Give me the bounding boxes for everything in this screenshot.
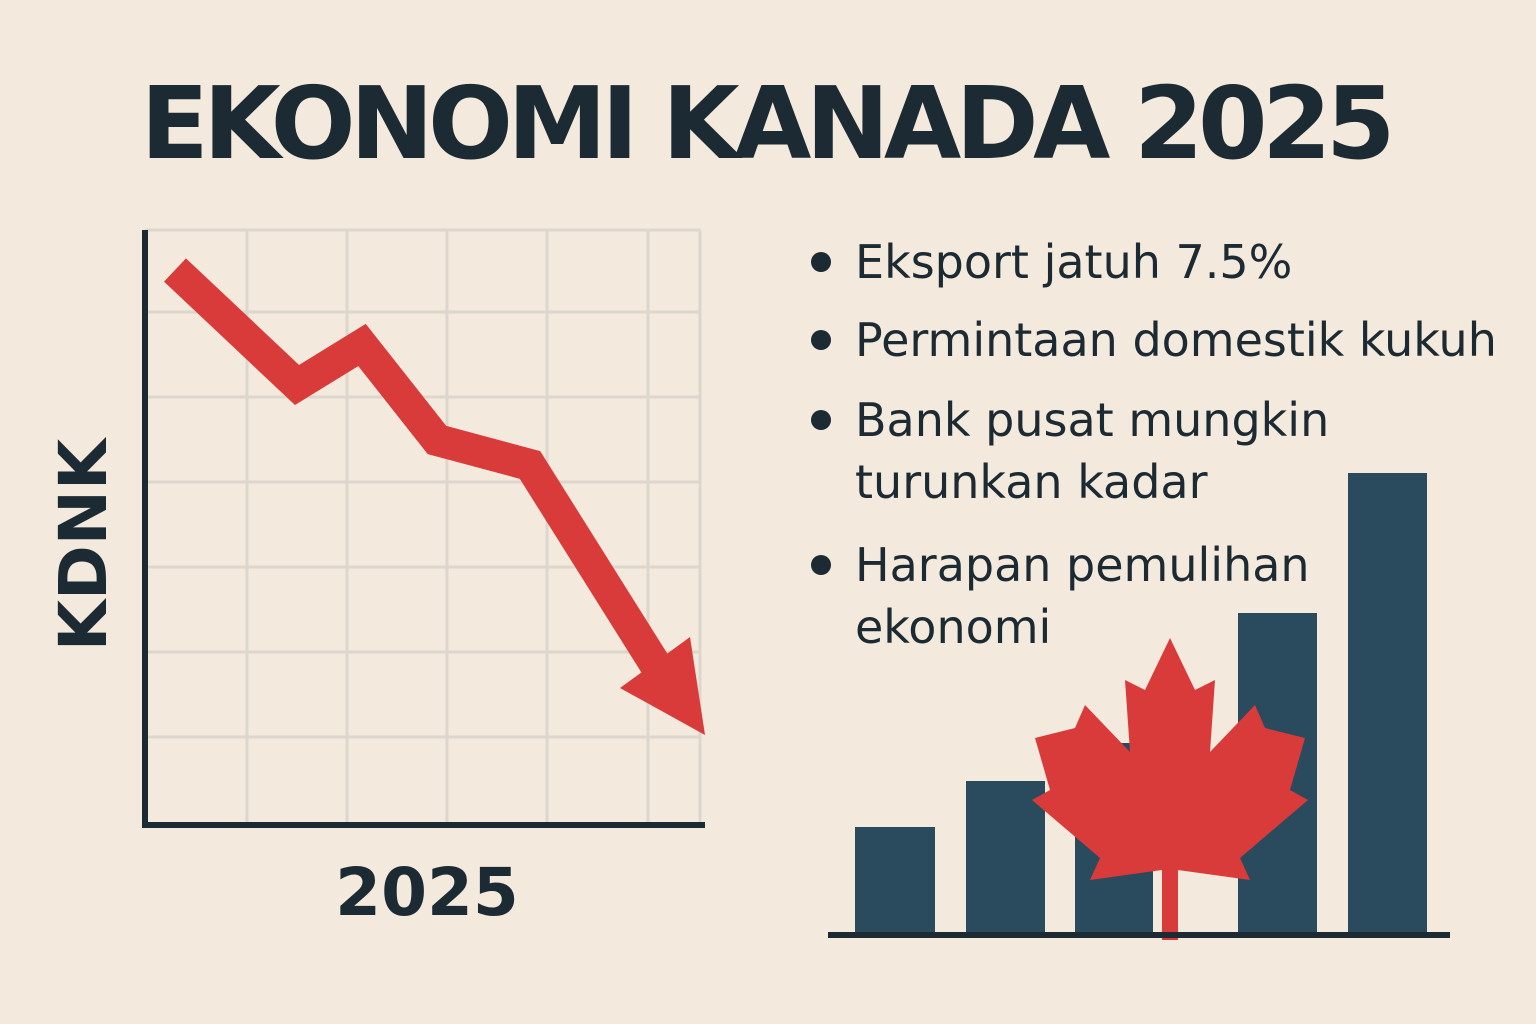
maple-leaf: [1032, 638, 1308, 940]
bar-illustration: [828, 473, 1450, 940]
bullet-text: Eksport jatuh 7.5%: [855, 235, 1292, 289]
x-axis-label: 2025: [335, 854, 519, 931]
bar: [1348, 473, 1427, 935]
bullet-text: Harapan pemulihan: [855, 538, 1310, 592]
trend-arrow: [164, 258, 674, 681]
baseline: [828, 932, 1450, 938]
bullet-list: Eksport jatuh 7.5% Permintaan domestik ku…: [811, 235, 1497, 654]
title: EKONOMI KANADA 2025: [141, 65, 1396, 182]
axes: [142, 230, 705, 828]
bullet-dot: [811, 330, 831, 350]
bar: [966, 781, 1045, 935]
bullet-text: turunkan kadar: [855, 455, 1208, 509]
bullet-dot: [811, 410, 831, 430]
bullet-dot: [811, 252, 831, 272]
arrow-head: [620, 637, 705, 735]
bullet-text: Permintaan domestik kukuh: [855, 313, 1497, 367]
bar: [855, 827, 935, 935]
bullet-dot: [811, 555, 831, 575]
bullet-text: ekonomi: [855, 600, 1051, 654]
bullet-text: Bank pusat mungkin: [855, 393, 1329, 447]
y-axis-label: KDNK: [45, 436, 122, 651]
